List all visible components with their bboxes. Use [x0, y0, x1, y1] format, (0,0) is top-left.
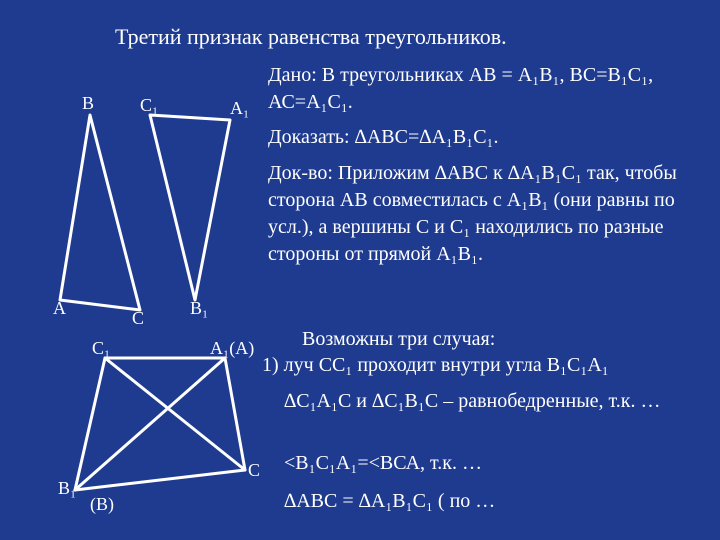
label2-c1: С₁	[92, 338, 110, 359]
label2-c: С	[248, 460, 260, 481]
label2-b1: В₁	[58, 478, 76, 499]
label2-b: (В)	[90, 494, 114, 515]
diag-c1-c	[105, 358, 245, 470]
quad-outline	[75, 358, 245, 490]
figure-bottom	[0, 0, 720, 540]
diag-a1-b1	[75, 358, 225, 490]
label2-a1a: А₁(А)	[210, 338, 254, 359]
